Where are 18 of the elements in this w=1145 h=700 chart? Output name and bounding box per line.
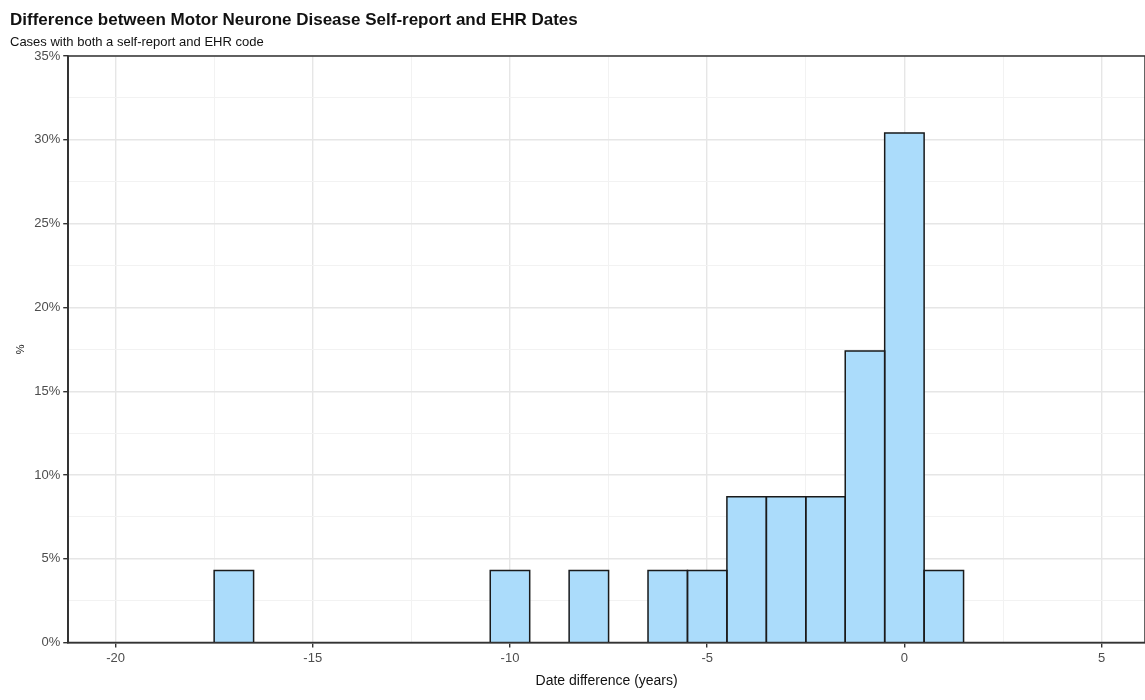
y-tick-label: 0% bbox=[41, 634, 61, 650]
x-tick-label: -5 bbox=[701, 649, 713, 665]
x-tick-label: 5 bbox=[1098, 649, 1106, 665]
y-axis-title: % bbox=[13, 344, 26, 355]
y-tick-label: 25% bbox=[34, 215, 61, 231]
y-tick-label: 20% bbox=[34, 298, 61, 314]
y-tick-label: 30% bbox=[34, 131, 61, 147]
chart-subtitle: Cases with both a self-report and EHR code bbox=[10, 33, 264, 49]
y-tick-label: 10% bbox=[34, 466, 61, 482]
x-tick-label: -10 bbox=[500, 649, 520, 665]
y-tick-label: 35% bbox=[34, 47, 61, 63]
x-axis-title: Date difference (years) bbox=[535, 672, 678, 689]
x-tick-label: -20 bbox=[106, 649, 125, 665]
chart-title: Difference between Motor Neurone Disease Self-report and EHR Dates bbox=[10, 9, 578, 29]
x-tick-label: 0 bbox=[900, 649, 909, 665]
y-tick-label: 15% bbox=[34, 382, 61, 398]
y-tick-label: 5% bbox=[41, 550, 61, 566]
x-tick-label: -15 bbox=[303, 649, 323, 665]
